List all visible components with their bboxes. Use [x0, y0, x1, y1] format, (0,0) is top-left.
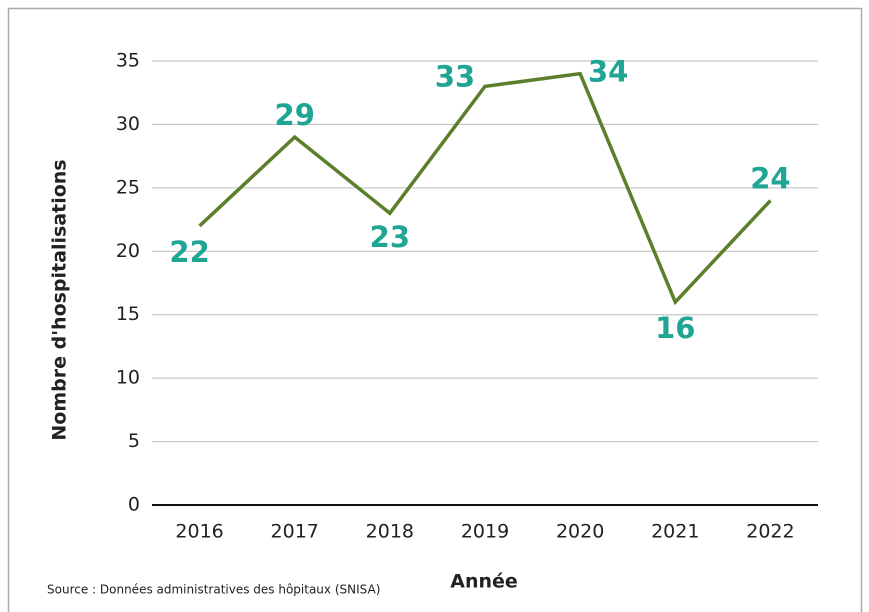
data-label: 34	[588, 55, 628, 89]
x-tick-label: 2022	[746, 521, 794, 543]
data-label: 23	[370, 220, 410, 254]
data-label: 22	[169, 235, 209, 269]
x-axis-label: Année	[450, 571, 518, 593]
y-tick-label: 5	[128, 430, 140, 452]
x-tick-label: 2016	[175, 521, 223, 543]
x-tick-label: 2017	[271, 521, 319, 543]
x-tick-label: 2018	[366, 521, 414, 543]
y-tick-label: 35	[116, 50, 140, 72]
data-label: 29	[275, 98, 315, 132]
x-tick-label: 2019	[461, 521, 509, 543]
y-axis-label: Nombre d'hospitalisations	[49, 159, 71, 440]
frame	[7, 7, 863, 612]
line	[198, 71, 772, 306]
y-tick-label: 10	[116, 367, 140, 389]
source: Source : Données administratives des hôp…	[47, 583, 380, 597]
y-tick-label: 25	[116, 176, 140, 198]
data-label: 33	[435, 59, 475, 93]
data-label: 16	[655, 311, 695, 345]
x-tick-label: 2020	[556, 521, 604, 543]
y-tick-label: 20	[116, 240, 140, 262]
y-tick-label: 30	[116, 113, 140, 135]
y-tick-label: 0	[128, 494, 140, 516]
data-label: 24	[750, 162, 790, 196]
y-tick-label: 15	[116, 303, 140, 325]
x-tick-label: 2021	[651, 521, 699, 543]
